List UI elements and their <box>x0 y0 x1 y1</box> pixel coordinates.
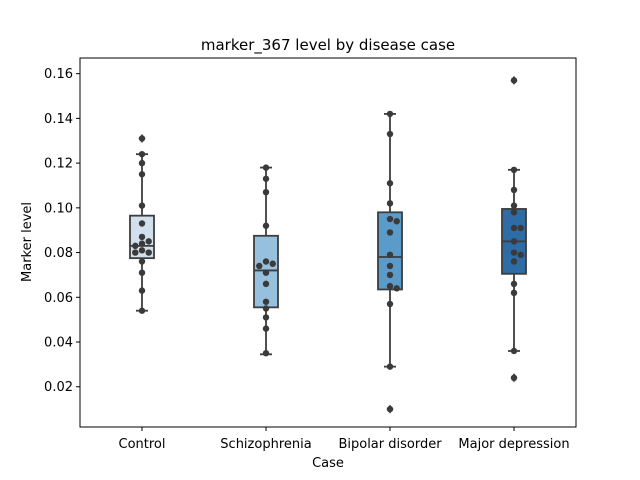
data-point <box>510 77 518 84</box>
data-point <box>386 180 394 187</box>
data-point <box>510 280 518 288</box>
data-point <box>510 347 518 355</box>
data-point <box>138 258 146 265</box>
data-point <box>510 202 518 209</box>
data-point <box>138 269 146 276</box>
y-tick-label: 0.02 <box>44 380 73 395</box>
data-point <box>510 289 518 297</box>
y-tick-label: 0.04 <box>44 336 73 351</box>
data-point <box>138 135 146 142</box>
data-point <box>510 186 518 194</box>
y-tick-label: 0.12 <box>44 157 73 172</box>
data-point <box>510 209 518 216</box>
data-point <box>138 220 146 227</box>
data-point <box>517 251 524 258</box>
data-point <box>510 374 518 381</box>
data-point <box>132 249 139 256</box>
data-point <box>138 202 146 209</box>
data-point <box>386 282 394 290</box>
data-point <box>386 271 394 279</box>
data-point <box>138 150 146 158</box>
data-point <box>386 300 394 308</box>
data-point <box>138 171 146 178</box>
data-point <box>386 229 394 236</box>
data-point <box>510 249 518 256</box>
data-point <box>393 218 400 225</box>
data-point <box>138 287 146 294</box>
data-point <box>386 215 394 223</box>
y-tick-label: 0.14 <box>44 112 73 127</box>
data-point <box>256 262 263 270</box>
data-point <box>510 238 518 245</box>
data-point <box>262 175 270 182</box>
data-point <box>517 224 524 232</box>
y-axis: 0.02 0.04 0.06 0.08 0.10 0.12 0.14 0.16 <box>44 67 80 395</box>
data-point <box>269 260 276 267</box>
data-point <box>262 258 270 265</box>
data-point <box>138 307 146 314</box>
data-point <box>138 247 146 254</box>
data-point <box>386 363 394 370</box>
data-point <box>262 164 270 171</box>
data-point <box>386 130 394 138</box>
data-point <box>262 314 270 321</box>
data-point <box>510 166 518 174</box>
data-point <box>262 269 270 276</box>
data-point <box>386 110 394 118</box>
y-tick-label: 0.16 <box>44 67 73 82</box>
plot-area <box>79 57 577 428</box>
data-point <box>262 305 270 312</box>
data-point <box>262 350 270 357</box>
x-tick-label: Major depression <box>458 437 569 452</box>
x-tick-label: Bipolar disorder <box>338 437 442 452</box>
x-tick-label: Schizophrenia <box>220 437 311 452</box>
data-point <box>262 188 270 196</box>
data-point <box>386 405 394 413</box>
x-axis-label: Case <box>312 456 344 471</box>
y-axis-label: Marker level <box>20 202 35 282</box>
data-point <box>138 159 146 167</box>
data-point <box>510 224 518 232</box>
x-tick-label: Control <box>119 437 166 452</box>
data-point <box>138 240 146 247</box>
data-point <box>132 242 139 250</box>
point-series <box>132 77 524 413</box>
chart-title: marker_367 level by disease case <box>201 36 455 55</box>
data-point <box>138 233 146 241</box>
data-point <box>145 238 152 245</box>
box-series <box>129 75 527 414</box>
data-point <box>262 298 270 305</box>
data-point <box>510 258 518 265</box>
data-point <box>386 251 394 258</box>
x-axis: Control Schizophrenia Bipolar disorder Majo… <box>119 427 570 452</box>
data-point <box>393 285 400 292</box>
y-tick-label: 0.06 <box>44 291 73 306</box>
data-point <box>386 200 394 207</box>
y-tick-label: 0.08 <box>44 246 73 261</box>
data-point <box>262 280 270 288</box>
data-point <box>386 262 394 270</box>
data-point <box>262 325 270 332</box>
data-point <box>145 249 152 256</box>
data-point <box>262 222 270 229</box>
y-tick-label: 0.10 <box>44 201 73 216</box>
